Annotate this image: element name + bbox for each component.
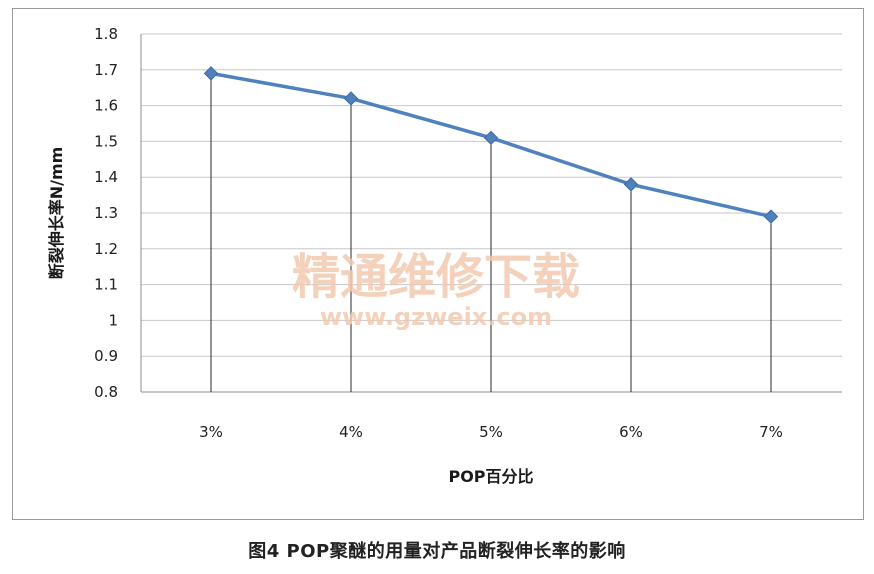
y-tick-label: 1.5 bbox=[94, 132, 118, 150]
y-tick-label: 1.7 bbox=[94, 61, 118, 79]
data-point-4pct bbox=[343, 91, 359, 106]
x-tick-labels: 3% 4% 5% 6% 7% bbox=[199, 423, 783, 441]
y-tick-label: 0.9 bbox=[94, 347, 118, 365]
x-tick-label: 5% bbox=[479, 423, 503, 441]
y-tick-label: 1.3 bbox=[94, 204, 118, 222]
y-axis-title: 断裂伸长率N/mm bbox=[47, 147, 66, 280]
drop-lines bbox=[210, 73, 772, 392]
watermark-text: 精通维修下载 bbox=[292, 249, 580, 305]
y-tick-label: 0.8 bbox=[94, 383, 118, 401]
series-layer bbox=[203, 66, 779, 224]
y-tick-label: 1.4 bbox=[94, 168, 118, 186]
data-point-3pct bbox=[203, 66, 219, 81]
x-tick-label: 4% bbox=[339, 423, 363, 441]
x-tick-label: 7% bbox=[759, 423, 783, 441]
y-tick-label: 1.8 bbox=[94, 25, 118, 43]
data-point-5pct bbox=[483, 130, 499, 146]
x-tick-label: 3% bbox=[199, 423, 223, 441]
watermark-url: www.gzweix.com bbox=[320, 303, 552, 331]
y-tick-labels: 1.8 1.7 1.6 1.5 1.4 1.3 1.2 1.1 1 0.9 0.8 bbox=[94, 25, 118, 401]
data-point-7pct bbox=[763, 209, 779, 224]
y-tick-label: 1.1 bbox=[94, 276, 118, 294]
figure-caption: 图4 POP聚醚的用量对产品断裂伸长率的影响 bbox=[248, 541, 626, 562]
chart-frame bbox=[12, 8, 864, 520]
y-tick-label: 1 bbox=[108, 311, 118, 329]
x-tick-label: 6% bbox=[619, 423, 643, 441]
x-axis-title: POP百分比 bbox=[448, 467, 533, 486]
data-point-6pct bbox=[623, 177, 639, 192]
watermark: 精通维修下载 www.gzweix.com bbox=[292, 249, 580, 331]
y-tick-label: 1.2 bbox=[94, 240, 118, 258]
y-tick-label: 1.6 bbox=[94, 97, 118, 115]
